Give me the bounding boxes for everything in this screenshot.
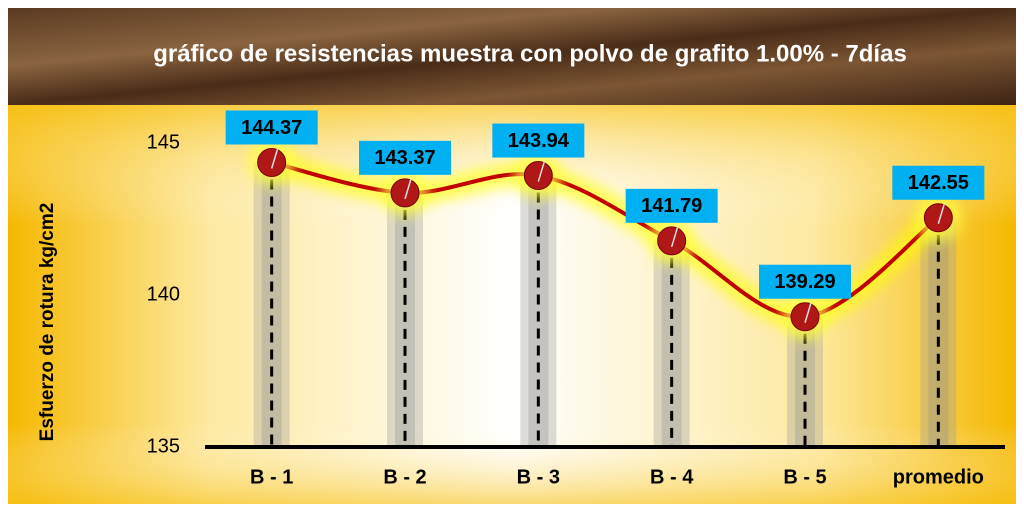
x-tick-label: B - 1	[250, 466, 293, 488]
marker-shine	[537, 161, 546, 182]
value-label-box	[759, 264, 851, 299]
value-label-box	[625, 188, 718, 223]
marker-shine	[270, 148, 279, 169]
value-label: 139.29	[774, 271, 835, 293]
value-label-box	[359, 140, 451, 175]
y-tick-label: 135	[147, 435, 180, 457]
marker	[523, 161, 553, 191]
marker-shine	[670, 226, 679, 248]
chart-title: gráfico de resistencias muestra con polv…	[153, 40, 907, 67]
value-label: 143.94	[508, 130, 570, 152]
marker-shine	[937, 203, 946, 224]
value-label: 141.79	[641, 195, 702, 217]
marker	[657, 226, 687, 256]
x-tick-label: B - 2	[383, 466, 426, 488]
title-band	[8, 8, 1016, 105]
marker	[923, 203, 953, 233]
marker-shine	[804, 302, 812, 323]
x-tick-label: B - 4	[650, 466, 694, 488]
drop-band-core	[928, 217, 949, 447]
value-label: 143.37	[374, 147, 435, 169]
x-tick-label: promedio	[893, 466, 984, 488]
marker-shine	[404, 178, 412, 200]
x-tick-label: B - 5	[783, 466, 826, 488]
marker	[390, 178, 420, 208]
drop-band-core	[795, 316, 815, 447]
x-tick-label: B - 3	[517, 466, 560, 488]
value-label: 144.37	[241, 117, 302, 139]
y-tick-label: 145	[147, 132, 180, 154]
value-label-box	[492, 123, 585, 158]
y-axis-label: Esfuerzo de rotura kg/cm2	[37, 203, 58, 442]
drop-band-core	[528, 175, 549, 448]
value-label: 142.55	[908, 172, 969, 194]
value-label-box	[225, 110, 318, 145]
marker	[790, 302, 820, 332]
value-label-box	[892, 165, 985, 200]
y-tick-label: 140	[147, 283, 180, 305]
marker	[257, 147, 287, 177]
